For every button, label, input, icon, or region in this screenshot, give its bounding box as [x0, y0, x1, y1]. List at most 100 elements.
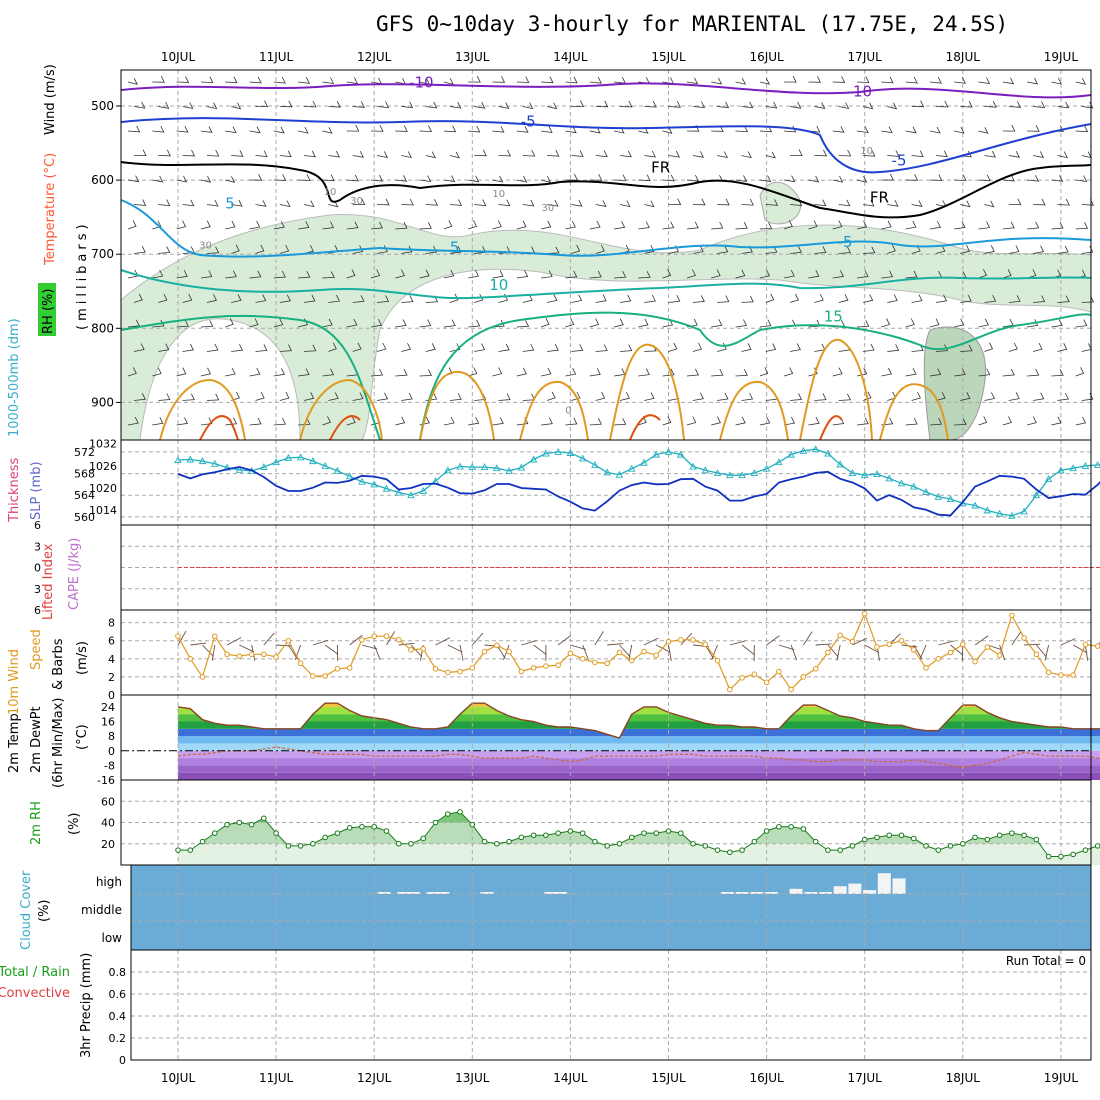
wind-barb [395, 269, 405, 279]
wind-barb [298, 368, 310, 377]
wind-barb [571, 244, 581, 254]
data-point [690, 637, 696, 643]
thickness-point [260, 463, 268, 471]
wind-barb [595, 391, 606, 401]
thickness-point [566, 449, 575, 456]
thickness-point [1081, 462, 1090, 469]
wind-barb [298, 174, 311, 182]
wind-barb [999, 644, 1006, 661]
wind-barb [158, 246, 171, 254]
rh-band [178, 822, 1100, 844]
wind-barb [328, 200, 339, 208]
wind-barb [395, 369, 408, 377]
temperature-contour [199, 414, 843, 441]
wind-barb [376, 295, 390, 303]
side-label: CAPE (J/kg) [67, 538, 82, 610]
wind-barb [1057, 392, 1069, 401]
wind-barb [176, 126, 189, 133]
wind-barb [911, 100, 925, 108]
panel-frame [130, 949, 1092, 1061]
data-point [996, 652, 1003, 659]
thickness-point [345, 472, 354, 480]
wind-barb [176, 270, 188, 279]
data-point [665, 828, 672, 834]
wind-barb [741, 392, 754, 401]
wind-barb [589, 126, 601, 134]
wind-barb [984, 295, 997, 303]
data-point [665, 638, 672, 645]
thickness-point [689, 462, 697, 470]
contour-label: 10 [489, 276, 508, 294]
contour-label: -5 [521, 113, 536, 131]
wind-barb [376, 392, 389, 401]
wind-barb [449, 246, 462, 254]
thickness-point [578, 454, 587, 462]
y-tick-label: 60 [101, 795, 115, 808]
data-point [849, 638, 856, 645]
thickness-point [542, 449, 550, 457]
wind-barb [398, 642, 415, 646]
wind-barb [790, 102, 802, 109]
wind-barb [395, 416, 406, 426]
wind-barb [541, 220, 552, 230]
data-point [1094, 643, 1100, 649]
wind-barb [349, 634, 363, 646]
wind-barb [401, 392, 413, 401]
wind-barb [929, 318, 940, 328]
wind-barb [1084, 644, 1089, 661]
wind-barb [1075, 367, 1085, 377]
data-point [653, 830, 660, 836]
wind-barb [279, 344, 293, 352]
data-point [861, 836, 868, 843]
wind-barb [449, 293, 459, 303]
rh2m-panel: 20 40 60 2m RH (%) [29, 779, 1100, 866]
y-tick-label: 0 [119, 1054, 126, 1067]
wind-barb [838, 294, 849, 303]
wind-barb [935, 244, 946, 254]
wind-barb [784, 75, 797, 83]
data-point [420, 646, 427, 652]
wind-barb [735, 319, 748, 328]
wind-barb [862, 343, 875, 352]
thickness-point [615, 470, 624, 478]
wind-barb [1008, 245, 1020, 254]
wind-barb [547, 344, 559, 352]
wind-barb [395, 221, 408, 230]
wind-barb [127, 125, 141, 133]
data-point [346, 665, 353, 671]
thickness-point [456, 462, 464, 470]
wind-barb [881, 270, 894, 279]
dewpoint-line [177, 746, 1100, 768]
wind-barb [1033, 198, 1046, 206]
upper-air-panel: -10 -10 -5 -5 FR FR 5 -5 5 10 15 10 30 10 30 30 10 0 500 60… [38, 64, 1095, 441]
temperature-contour [120, 311, 1092, 441]
cloud-cell [426, 892, 440, 894]
data-point [273, 830, 279, 836]
data-point [984, 644, 991, 650]
wind-barb [376, 101, 390, 109]
wind-barb [498, 102, 510, 109]
wind-barb [704, 644, 714, 659]
thickness-point [677, 450, 685, 458]
date-label-top: 19JUL [1044, 50, 1079, 64]
wind-barb [1033, 392, 1045, 401]
wind-barb [686, 416, 697, 426]
wind-barb [474, 149, 487, 157]
wind-barb [589, 220, 601, 230]
data-point [690, 840, 696, 847]
wind-barb [1051, 175, 1064, 182]
wind-barb [565, 318, 575, 328]
data-point [763, 828, 770, 834]
cloud-cell [480, 892, 494, 894]
wind-barb [1008, 151, 1021, 158]
wind-barb [692, 295, 705, 303]
wind-barb [127, 319, 140, 328]
side-label: Temperature (°C) [43, 153, 58, 266]
data-point [788, 686, 794, 693]
right-tick-label: 1014 [89, 504, 117, 517]
wind-barb [176, 319, 189, 328]
temperature-band [178, 772, 1100, 780]
wind-barb [832, 175, 844, 183]
wind-barb [200, 320, 214, 328]
